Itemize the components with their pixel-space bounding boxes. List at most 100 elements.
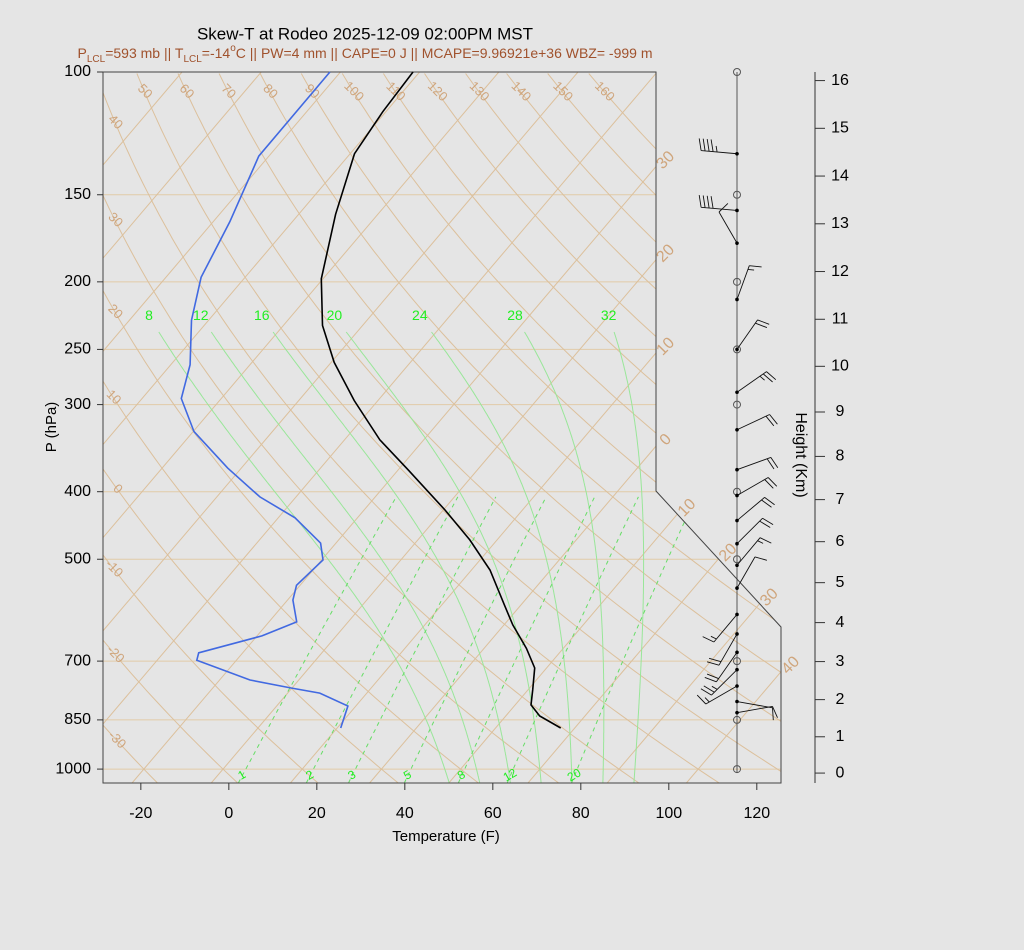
wind-barb (698, 138, 738, 155)
dry-adiabat (103, 73, 559, 783)
dry-adiabat-label: 100 (341, 78, 367, 104)
moist-adiabat-label: 32 (601, 307, 617, 323)
wind-level-dot (735, 427, 739, 432)
dewpoint-line (180, 71, 349, 729)
isotherm (103, 72, 420, 783)
wind-barb (736, 517, 774, 545)
isotherm (103, 72, 183, 783)
wind-barb (698, 195, 738, 211)
isotherm-label: 20 (653, 241, 678, 266)
isotherm (131, 72, 737, 783)
wind-level-dot (735, 667, 739, 672)
wind-level-dot (735, 518, 739, 523)
moist-adiabat-label: 16 (254, 307, 270, 323)
dry-adiabat (103, 73, 640, 783)
wind-barb (704, 652, 738, 683)
plot-frame (102, 71, 782, 784)
y2-tick-label: 16 (831, 72, 849, 89)
isotherm-label: 30 (653, 148, 678, 173)
wind-level-dot (735, 563, 739, 568)
dry-adiabat (259, 73, 781, 783)
y2-tick-label: 5 (836, 574, 845, 591)
isotherm-label: 0 (657, 431, 675, 449)
mixing-ratio-line (506, 496, 639, 783)
dry-adiabat (300, 73, 781, 783)
y2-tick-label: 14 (831, 167, 849, 184)
moist-adiabat-label: 12 (193, 307, 209, 323)
dry-adiabat (103, 73, 479, 783)
subtitle-part: P (78, 45, 87, 61)
mandatory-level-marker (733, 765, 741, 774)
dry-adiabat (103, 73, 319, 783)
wind-barb (700, 669, 738, 696)
moist-adiabat-label: 24 (412, 307, 428, 323)
dry-adiabat (506, 73, 781, 783)
wind-barb (736, 701, 774, 721)
dry-adiabat (424, 73, 781, 783)
wind-barb (736, 319, 770, 350)
y-tick-label: 850 (64, 711, 91, 728)
chart-title: Skew-T at Rodeo 2025-12-09 02:00PM MST (197, 24, 533, 43)
moist-adiabat-label: 20 (327, 307, 343, 323)
y-tick-label: 150 (64, 186, 91, 203)
mandatory-level-marker (733, 277, 741, 286)
isotherm (103, 72, 341, 783)
dry-adiabat (465, 73, 781, 783)
x-axis-label: Temperature (F) (392, 828, 500, 845)
isotherm (103, 72, 658, 783)
y-tick-label: 1000 (55, 760, 91, 777)
x-tick-label: 40 (396, 805, 414, 822)
wind-level-dot (735, 241, 739, 245)
mixing-ratio-line (571, 496, 697, 783)
isotherm (103, 72, 579, 783)
isotherm (210, 72, 781, 783)
y2-tick-label: 2 (836, 691, 845, 708)
x-tick-label: 20 (308, 805, 326, 822)
mixing-ratio-line (457, 496, 596, 783)
y-tick-label: 700 (64, 652, 91, 669)
dry-adiabat-label: 70 (218, 81, 239, 102)
mixing-ratio-label: 12 (501, 765, 520, 784)
isotherm (103, 72, 262, 783)
moist-adiabat (345, 331, 542, 783)
wind-level-dot (735, 632, 739, 636)
mandatory-level-marker (733, 555, 741, 564)
dry-adiabat-label: 20 (105, 301, 126, 322)
dry-adiabat-label: 60 (177, 81, 198, 102)
y2-tick-label: 9 (836, 403, 845, 420)
temperature-line (320, 71, 562, 729)
wind-barb (736, 477, 778, 496)
y2-tick-label: 11 (832, 310, 849, 327)
y2-tick-label: 8 (836, 448, 845, 465)
moist-adiabat (210, 331, 481, 783)
mandatory-level-marker (733, 190, 741, 199)
y2-tick-label: 1 (836, 728, 845, 745)
y2-tick-label: 15 (831, 120, 849, 137)
dry-adiabat (341, 73, 781, 783)
y-tick-label: 200 (64, 273, 91, 290)
dry-adiabat-label: -30 (105, 727, 129, 751)
wind-level-dot (735, 541, 739, 546)
x-tick-label: -20 (129, 805, 152, 822)
wind-level-dot (735, 710, 739, 715)
wind-barb (736, 414, 778, 431)
wind-barb (702, 614, 738, 643)
mixing-ratio-line (348, 496, 497, 783)
mixing-ratio-line (403, 496, 547, 783)
wind-barb (696, 685, 738, 705)
subtitle-part: o (230, 43, 236, 54)
y-tick-label: 500 (64, 550, 91, 567)
subtitle-part: LCL (87, 54, 106, 65)
isotherm (606, 72, 781, 783)
x-tick-label: 60 (484, 805, 502, 822)
subtitle-part: =-14 (202, 45, 231, 61)
subtitle-part: C || PW=4 mm || CAPE=0 J || MCAPE=9.9692… (236, 45, 653, 61)
wind-level-dot (735, 684, 739, 688)
wind-barb (706, 633, 738, 666)
mandatory-level-marker (733, 68, 741, 76)
wind-level-dot (735, 347, 739, 352)
y2-axis-label: Height (Km) (792, 412, 809, 497)
wind-level-dot (735, 612, 739, 617)
x-tick-label: 100 (655, 805, 682, 822)
